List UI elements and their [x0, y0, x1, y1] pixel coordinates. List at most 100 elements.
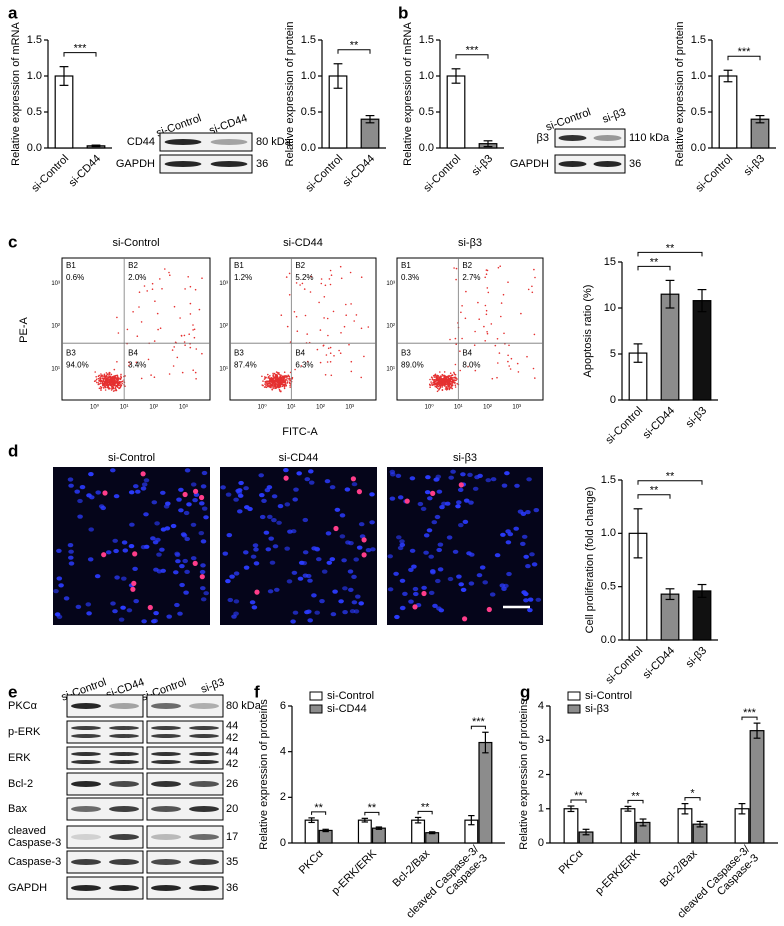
y-tick-label: 0.5 — [601, 581, 616, 593]
nucleus — [88, 527, 94, 532]
nucleus — [501, 483, 508, 488]
nucleus — [271, 494, 278, 499]
blot-band — [71, 806, 101, 812]
nucleus — [112, 609, 118, 614]
nucleus — [423, 533, 430, 538]
quadrant-name: B2 — [128, 261, 138, 270]
nucleus — [402, 591, 408, 597]
nucleus — [476, 573, 483, 578]
event-dot — [102, 375, 104, 378]
event-dot — [435, 379, 438, 381]
event-dot — [283, 385, 286, 387]
event-dot — [503, 332, 505, 335]
blot-band — [109, 806, 139, 812]
event-dot — [173, 305, 176, 308]
nucleus — [456, 500, 462, 505]
nucleus — [283, 468, 289, 473]
event-dot — [187, 276, 189, 278]
nucleus — [344, 487, 351, 492]
blot-band — [189, 781, 219, 787]
quadrant-percent: 1.2% — [234, 273, 252, 282]
event-dot — [150, 374, 152, 376]
nucleus — [329, 485, 336, 490]
blot-band — [71, 885, 101, 891]
y-tick-label: 0.0 — [601, 634, 616, 646]
event-dot — [183, 341, 186, 343]
x-tick-label: 10² — [483, 405, 492, 411]
event-dot — [451, 387, 454, 390]
event-dot — [103, 373, 106, 376]
nucleus — [421, 585, 427, 590]
nucleus — [160, 490, 166, 495]
nucleus — [249, 600, 256, 605]
event-dot — [116, 383, 119, 385]
edu-positive-nucleus — [132, 551, 138, 557]
event-dot — [446, 388, 449, 391]
nucleus — [330, 612, 337, 617]
event-dot — [283, 387, 286, 390]
nucleus — [238, 480, 244, 486]
event-dot — [440, 377, 443, 380]
event-dot — [183, 334, 186, 337]
blot-band — [189, 726, 219, 730]
nucleus — [75, 604, 82, 610]
event-dot — [97, 377, 100, 380]
nucleus — [177, 611, 183, 616]
nucleus — [141, 619, 147, 624]
nucleus — [190, 482, 197, 487]
event-dot — [286, 381, 289, 384]
event-dot — [114, 386, 117, 389]
event-dot — [433, 379, 436, 381]
event-dot — [339, 352, 342, 355]
nucleus — [74, 489, 80, 494]
nucleus — [432, 603, 438, 609]
event-dot — [99, 378, 102, 381]
edu-positive-nucleus — [193, 488, 199, 494]
nucleus — [472, 486, 479, 491]
event-dot — [263, 386, 266, 388]
quadrant-name: B3 — [66, 348, 76, 357]
x-tick-label: 10¹ — [287, 405, 296, 411]
y-tick-label: 1.0 — [27, 70, 42, 82]
x-tick-label: 10⁰ — [90, 404, 100, 411]
bar — [749, 730, 765, 844]
nucleus — [399, 578, 406, 583]
nucleus — [455, 504, 461, 509]
blot-size-label: 110 kDa — [629, 132, 670, 144]
event-dot — [467, 365, 469, 368]
event-dot — [435, 377, 438, 380]
nucleus — [200, 597, 207, 602]
event-dot — [434, 375, 437, 377]
nucleus — [284, 546, 291, 551]
nucleus — [86, 611, 92, 616]
event-dot — [436, 387, 439, 390]
nucleus — [190, 556, 197, 561]
blot-band — [109, 859, 139, 865]
y-tick-label: 1 — [538, 803, 544, 815]
blot-strip — [146, 694, 224, 718]
micrograph-title: si-β3 — [453, 452, 477, 464]
bar — [620, 808, 636, 844]
event-dot — [173, 346, 175, 348]
event-dot — [266, 382, 268, 385]
event-dot — [441, 389, 444, 391]
event-dot — [345, 314, 348, 317]
event-dot — [455, 278, 457, 281]
nucleus — [186, 502, 192, 507]
y-tick-label: 15 — [604, 256, 616, 268]
nucleus — [525, 564, 531, 569]
event-dot — [112, 382, 114, 385]
event-dot — [270, 386, 272, 388]
nucleus — [250, 554, 257, 559]
nucleus — [523, 598, 529, 603]
event-dot — [119, 378, 122, 381]
blot-band — [151, 760, 181, 764]
event-dot — [110, 389, 113, 391]
event-dot — [280, 390, 282, 392]
nucleus — [253, 547, 259, 552]
event-dot — [319, 361, 322, 364]
nucleus — [176, 497, 182, 502]
event-dot — [451, 374, 454, 377]
event-dot — [449, 338, 451, 341]
event-dot — [439, 371, 441, 373]
